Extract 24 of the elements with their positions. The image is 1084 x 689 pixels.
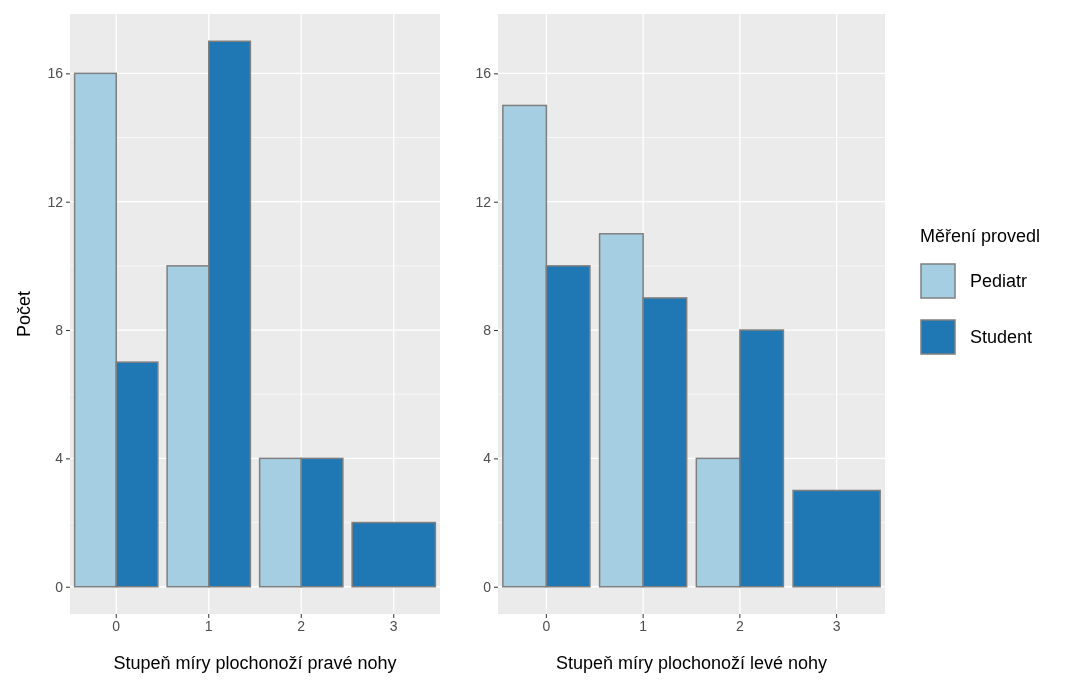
x-tick-label: 1 [204,617,213,634]
legend-title: Měření provedl [920,226,1041,246]
y-tick-label: 12 [475,193,492,210]
x-axis-title: Stupeň míry plochonoží levé nohy [555,653,828,673]
legend-label: Student [970,327,1033,347]
y-tick-label: 16 [475,65,492,82]
y-tick-label: 16 [47,65,64,82]
y-tick-label: 12 [47,193,64,210]
x-tick-label: 0 [112,617,121,634]
y-tick-label: 8 [55,322,64,339]
y-tick-label: 0 [483,578,492,595]
x-tick-label: 3 [389,617,398,634]
x-axis-title: Stupeň míry plochonoží pravé nohy [113,653,397,673]
y-axis-title: Počet [14,290,34,338]
y-tick-label: 4 [55,450,64,467]
x-tick-label: 2 [297,617,306,634]
x-tick-label: 0 [542,617,551,634]
y-tick-label: 4 [483,450,492,467]
legend-label: Pediatr [970,271,1028,291]
x-tick-label: 3 [832,617,841,634]
x-tick-label: 1 [639,617,648,634]
y-tick-label: 8 [483,322,492,339]
x-tick-label: 2 [735,617,744,634]
y-tick-label: 0 [55,578,64,595]
